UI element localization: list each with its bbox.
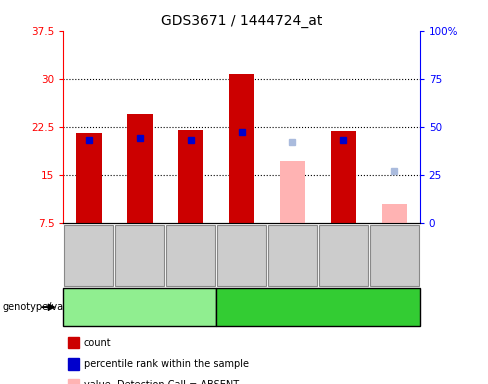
Bar: [229, 74, 254, 223]
Text: GSM142370: GSM142370: [186, 228, 195, 283]
Text: GSM142372: GSM142372: [237, 228, 246, 283]
Text: value, Detection Call = ABSENT: value, Detection Call = ABSENT: [84, 380, 239, 384]
Text: count: count: [84, 338, 112, 348]
Bar: [382, 204, 407, 223]
Bar: [280, 161, 305, 223]
Bar: [76, 133, 102, 223]
Text: GSM142369: GSM142369: [135, 228, 144, 283]
Bar: [178, 130, 203, 223]
Text: GSM142374: GSM142374: [288, 228, 297, 283]
Bar: [331, 131, 356, 223]
Bar: [127, 114, 152, 223]
Text: GSM142367: GSM142367: [84, 228, 93, 283]
Text: percentile rank within the sample: percentile rank within the sample: [84, 359, 249, 369]
Title: GDS3671 / 1444724_at: GDS3671 / 1444724_at: [161, 14, 322, 28]
Text: wildtype (apoE+/+) mother: wildtype (apoE+/+) mother: [77, 303, 202, 312]
Text: GSM142380: GSM142380: [390, 228, 399, 283]
Text: apolipoprotein E-deficient
(apoE-/-) mother: apolipoprotein E-deficient (apoE-/-) mot…: [259, 298, 377, 317]
Text: GSM142376: GSM142376: [339, 228, 348, 283]
Text: genotype/variation: genotype/variation: [2, 302, 95, 312]
